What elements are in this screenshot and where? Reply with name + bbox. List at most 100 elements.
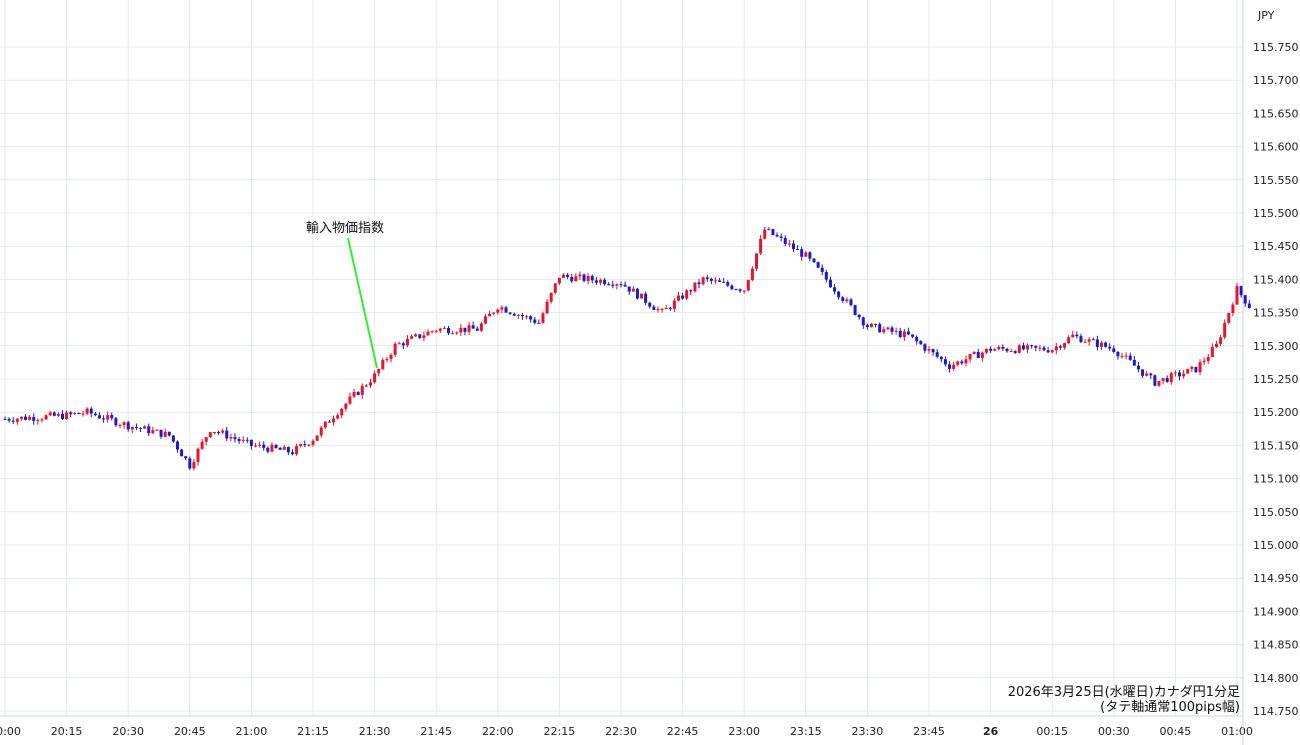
candle-up <box>323 421 327 428</box>
candle-down <box>1030 345 1034 347</box>
candle-down <box>623 284 627 287</box>
candle-down <box>824 272 828 280</box>
y-tick-label: 115.650 <box>1253 107 1299 120</box>
candle-up <box>1157 380 1161 386</box>
candle-down <box>167 431 171 436</box>
candle-down <box>225 430 229 439</box>
candle-up <box>1235 286 1239 305</box>
candle-down <box>69 412 73 415</box>
candle-down <box>217 432 221 434</box>
candle-up <box>73 412 77 415</box>
candle-up <box>1231 304 1235 314</box>
y-tick-label: 114.900 <box>1253 605 1299 618</box>
candle-up <box>578 274 582 277</box>
candle-down <box>644 293 648 303</box>
chart-caption-line1: 2026年3月25日(水曜日)カナダ円1分足 <box>1008 685 1240 700</box>
candle-down <box>923 344 927 351</box>
candle-down <box>286 447 290 453</box>
candle-down <box>709 278 713 281</box>
candle-up <box>282 447 286 450</box>
candle-up <box>36 420 40 422</box>
candle-up <box>393 343 397 355</box>
candle-down <box>590 275 594 281</box>
candle-down <box>607 284 611 286</box>
candle-down <box>906 331 910 335</box>
candle-down <box>356 392 360 395</box>
candle-down <box>796 249 800 251</box>
candle-up <box>19 416 23 419</box>
candle-down <box>1153 375 1157 386</box>
candle-down <box>327 421 331 423</box>
candle-down <box>1149 373 1153 376</box>
candle-up <box>381 360 385 370</box>
candle-up <box>130 426 134 430</box>
candle-up <box>927 349 931 351</box>
candle-down <box>266 447 270 452</box>
candle-down <box>681 295 685 299</box>
candle-up <box>746 279 750 291</box>
candle-up <box>759 238 763 254</box>
candle-up <box>894 330 898 332</box>
candle-down <box>989 348 993 351</box>
candle-down <box>857 314 861 318</box>
candle-down <box>11 420 15 422</box>
candle-up <box>1169 373 1173 382</box>
candle-up <box>492 312 496 314</box>
candle-up <box>315 435 319 441</box>
candle-down <box>418 334 422 338</box>
x-tick-label: 00:15 <box>1036 725 1068 738</box>
candle-down <box>139 427 143 429</box>
candle-up <box>483 316 487 324</box>
candle-up <box>352 392 356 397</box>
candle-up <box>664 307 668 310</box>
candle-down <box>1001 346 1005 349</box>
candle-down <box>274 444 278 448</box>
candle-up <box>500 307 504 310</box>
candle-down <box>1042 347 1046 351</box>
candle-up <box>344 403 348 409</box>
candle-down <box>833 287 837 292</box>
candle-down <box>566 274 570 277</box>
candle-down <box>738 289 742 292</box>
candle-up <box>693 282 697 292</box>
candle-down <box>7 418 11 421</box>
candle-up <box>241 439 245 442</box>
candle-up <box>787 243 791 245</box>
candle-down <box>171 435 175 442</box>
candle-down <box>697 282 701 285</box>
candle-down <box>537 322 541 324</box>
currency-label: JPY <box>1257 9 1275 22</box>
y-tick-label: 115.250 <box>1253 373 1299 386</box>
candle-up <box>332 418 336 423</box>
x-tick-label: 22:45 <box>667 725 699 738</box>
x-tick-label: 00:30 <box>1098 725 1130 738</box>
candle-down <box>1034 345 1038 348</box>
candle-up <box>1173 372 1177 374</box>
candle-up <box>1063 343 1067 348</box>
candle-up <box>984 348 988 353</box>
candle-up <box>615 284 619 286</box>
candle-up <box>459 327 463 333</box>
y-tick-label: 115.750 <box>1253 41 1299 54</box>
candle-down <box>175 441 179 450</box>
y-tick-label: 114.850 <box>1253 639 1299 652</box>
candle-down <box>935 352 939 357</box>
candle-down <box>627 286 631 292</box>
x-tick-label: 20:45 <box>174 725 206 738</box>
candle-up <box>1202 360 1206 363</box>
candle-up <box>414 334 418 337</box>
candle-down <box>915 336 919 342</box>
candle-down <box>1116 351 1120 357</box>
candle-up <box>1026 345 1030 350</box>
candle-up <box>389 354 393 360</box>
x-tick-label: 21:00 <box>236 725 268 738</box>
candle-down <box>841 297 845 302</box>
x-tick-label: 22:30 <box>605 725 637 738</box>
candle-down <box>837 291 841 298</box>
candle-down <box>718 280 722 282</box>
x-tick-label: 20:15 <box>51 725 83 738</box>
candle-down <box>1165 378 1169 382</box>
candle-down <box>1239 286 1243 296</box>
candle-up <box>451 333 455 335</box>
candle-down <box>931 349 935 353</box>
